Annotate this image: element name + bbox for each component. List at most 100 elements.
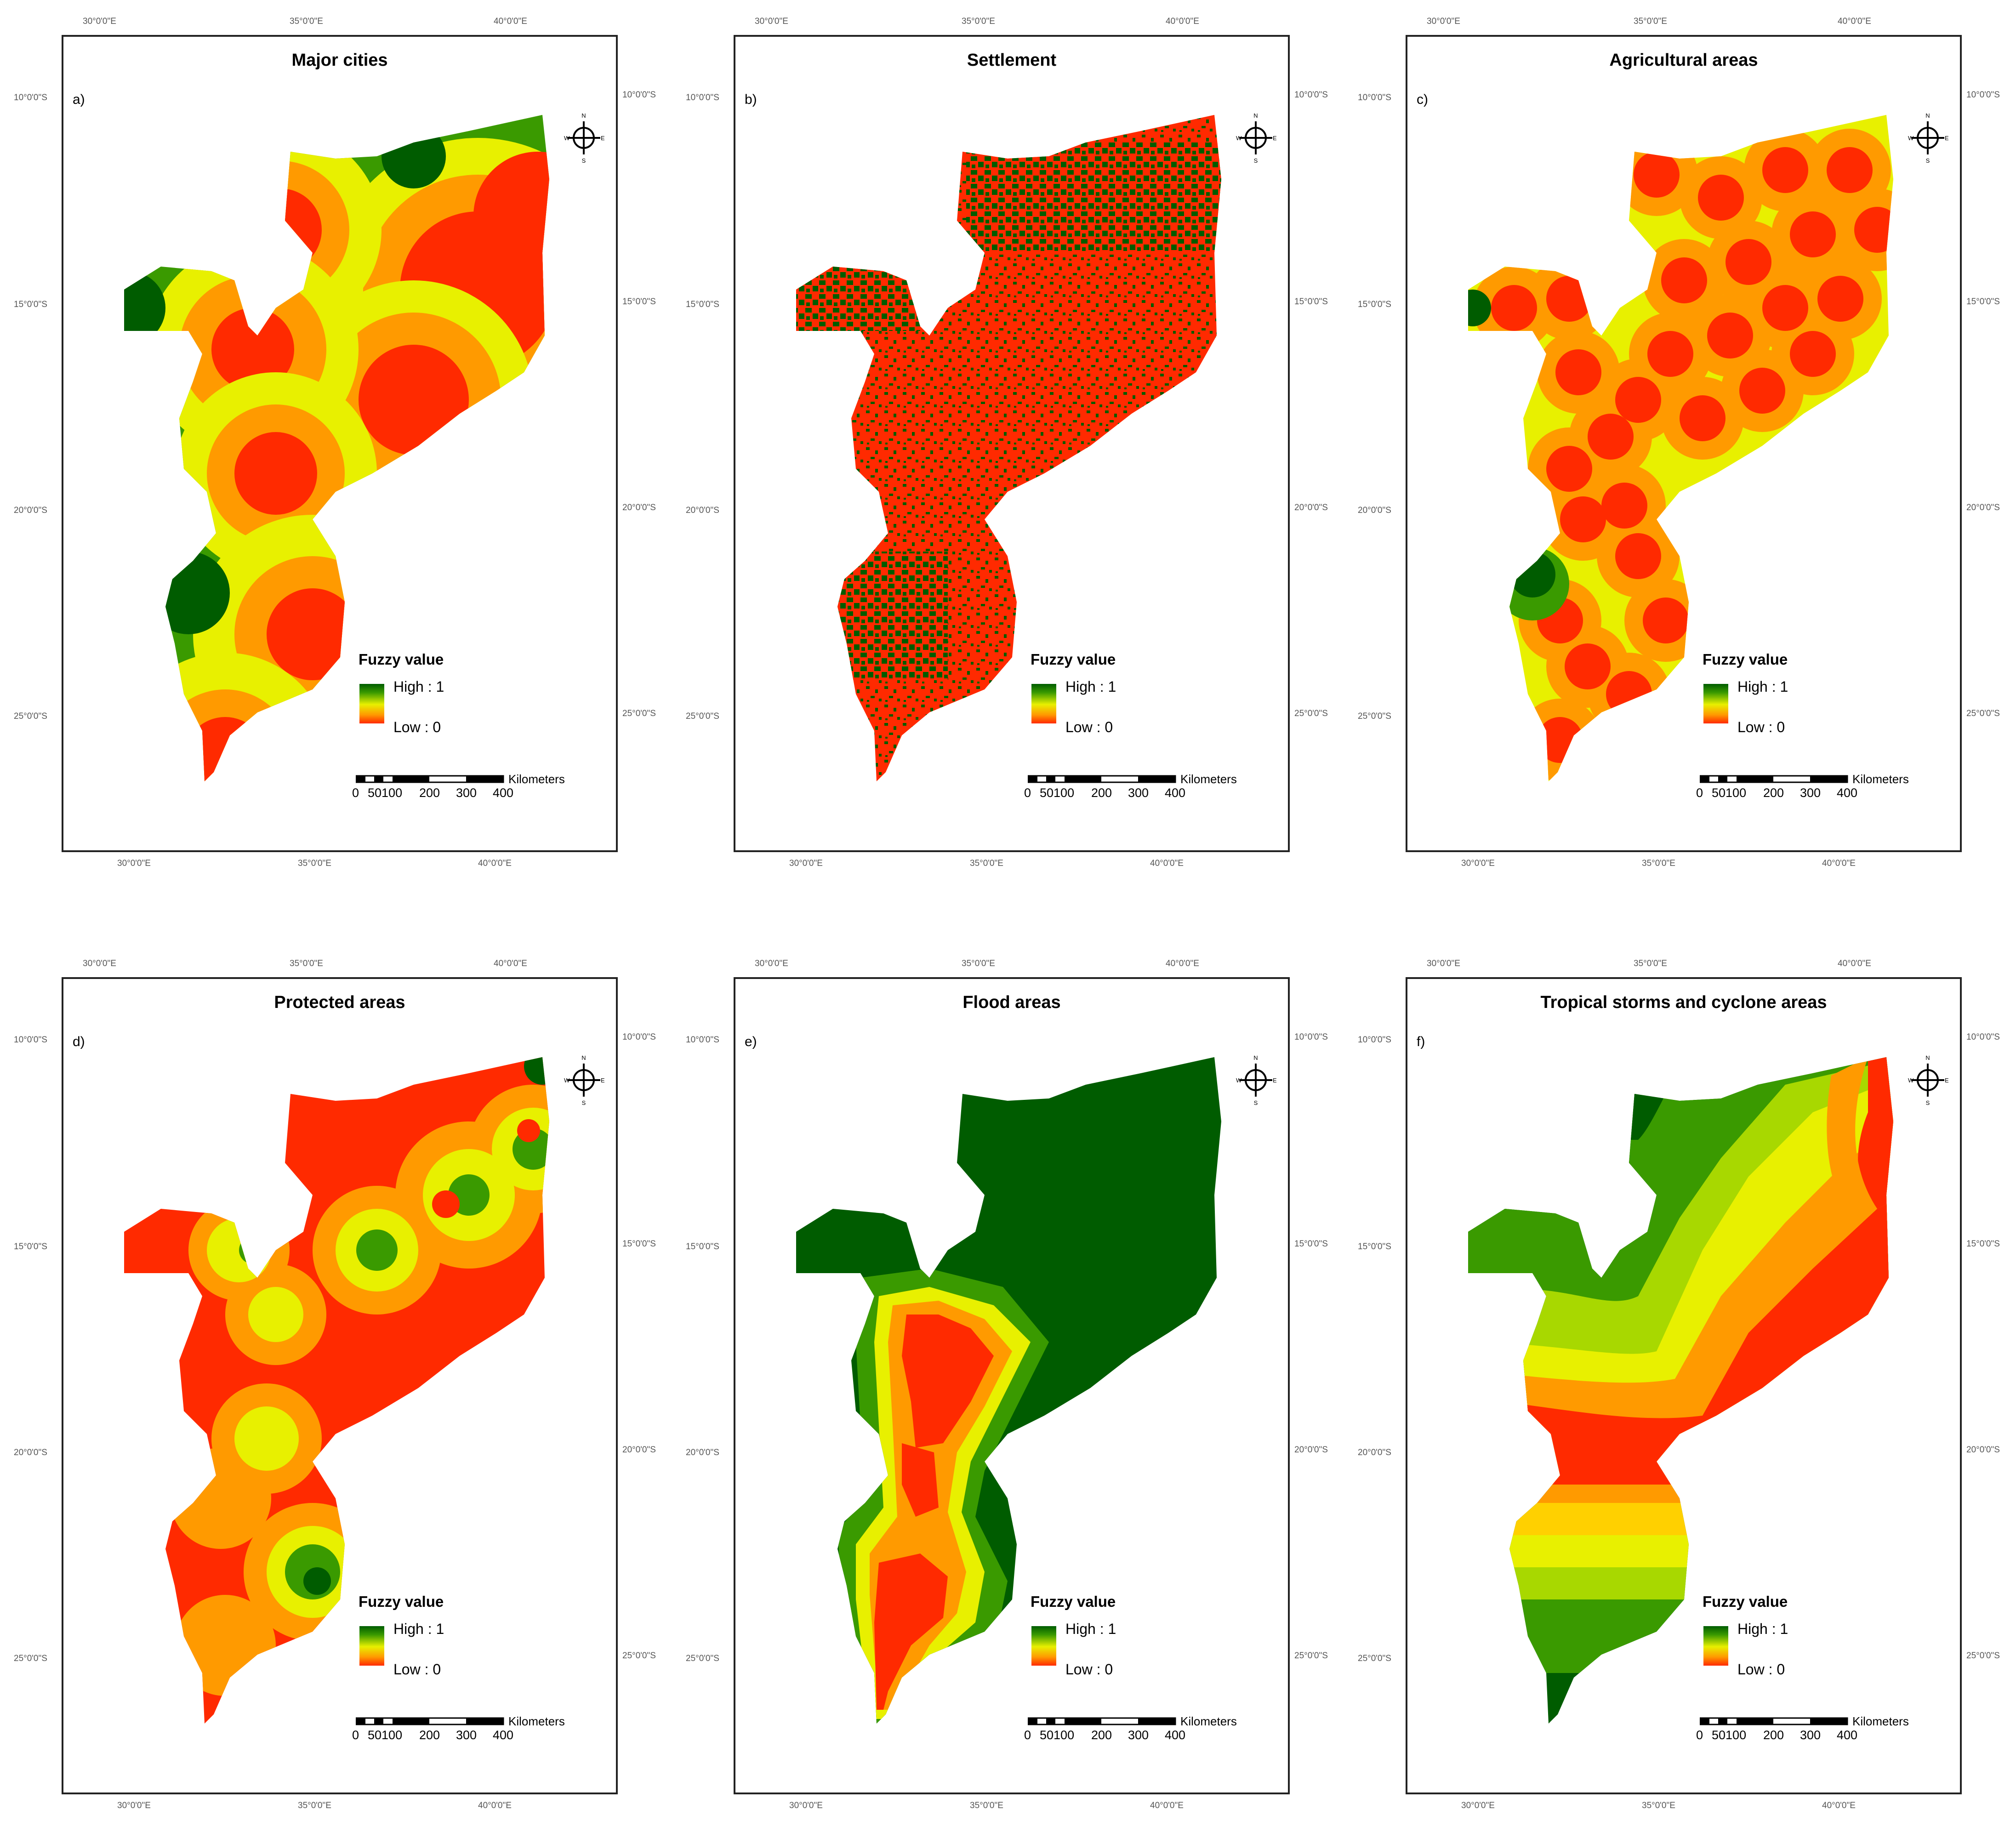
map-panel-b: 30°0'0"E 35°0'0"E 40°0'0"E 10°0'0"S 15°0… (672, 0, 1344, 873)
legend-title: Fuzzy value (1703, 651, 1788, 668)
legend-gradient (359, 1626, 384, 1666)
lon-top-30: 30°0'0"E (1427, 959, 1460, 968)
lat-left-10: 10°0'0"S (686, 93, 719, 102)
lat-right-25: 25°0'0"S (622, 709, 656, 718)
lon-top-35: 35°0'0"E (962, 17, 995, 26)
lat-left-15: 15°0'0"S (14, 1242, 47, 1252)
lon-bottom-35: 35°0'0"E (1642, 1801, 1675, 1810)
lon-bottom-35: 35°0'0"E (970, 1801, 1003, 1810)
compass-n: N (1925, 1054, 1930, 1061)
scale-tick: 400 (1837, 786, 1858, 800)
compass-e: E (1945, 135, 1948, 142)
lon-top-40: 40°0'0"E (1838, 959, 1871, 968)
scale-unit: Kilometers (1852, 772, 1909, 786)
scale-bar (1028, 1717, 1176, 1725)
scale-tick: 50100 (1040, 786, 1075, 800)
panel-letter: d) (73, 1034, 85, 1049)
lat-right-15: 15°0'0"S (1966, 1239, 2000, 1249)
lon-top-30: 30°0'0"E (1427, 17, 1460, 26)
lat-left-25: 25°0'0"S (686, 711, 719, 721)
scale-tick: 200 (419, 786, 440, 800)
scale-bar (356, 775, 504, 783)
scale-unit: Kilometers (1180, 1714, 1237, 1728)
compass-w: W (1236, 1077, 1242, 1084)
mozambique-map (796, 115, 1221, 781)
lat-right-10: 10°0'0"S (1294, 1032, 1328, 1042)
lat-left-10: 10°0'0"S (14, 93, 47, 102)
compass-e: E (601, 135, 604, 142)
legend-gradient (1703, 684, 1728, 723)
mozambique-map (1468, 115, 1893, 781)
lon-top-40: 40°0'0"E (494, 17, 527, 26)
lon-top-40: 40°0'0"E (1166, 959, 1199, 968)
mozambique-map (124, 1057, 549, 1724)
compass-w: W (1236, 135, 1242, 142)
compass-s: S (1926, 1099, 1930, 1106)
lat-right-20: 20°0'0"S (622, 503, 656, 512)
lat-right-10: 10°0'0"S (1294, 90, 1328, 100)
lat-left-10: 10°0'0"S (686, 1035, 719, 1045)
panel-title: Flood areas (962, 993, 1061, 1012)
legend-title: Fuzzy value (359, 1593, 444, 1610)
lon-top-30: 30°0'0"E (83, 17, 116, 26)
lat-left-25: 25°0'0"S (1358, 711, 1391, 721)
compass-s: S (582, 157, 586, 164)
scale-bar (1700, 775, 1848, 783)
lat-right-10: 10°0'0"S (622, 90, 656, 100)
panel-title: Tropical storms and cyclone areas (1540, 993, 1827, 1012)
scale-tick: 0 (1696, 1728, 1703, 1742)
lat-left-20: 20°0'0"S (686, 506, 719, 515)
compass-e: E (601, 1077, 604, 1084)
lat-right-15: 15°0'0"S (1294, 297, 1328, 307)
compass-w: W (564, 1077, 570, 1084)
lat-right-20: 20°0'0"S (1966, 503, 2000, 512)
legend-high: High : 1 (393, 1621, 444, 1637)
map-panel-a: 30°0'0"E 35°0'0"E 40°0'0"E 10°0'0"S 15°0… (0, 0, 672, 873)
lat-right-15: 15°0'0"S (622, 1239, 656, 1249)
lat-left-25: 25°0'0"S (14, 1654, 47, 1663)
lat-left-15: 15°0'0"S (686, 1242, 719, 1252)
scale-tick: 200 (1091, 1728, 1112, 1742)
lon-top-30: 30°0'0"E (755, 959, 788, 968)
lon-bottom-40: 40°0'0"E (478, 1801, 512, 1810)
lon-top-35: 35°0'0"E (290, 17, 323, 26)
lat-right-25: 25°0'0"S (1966, 1651, 2000, 1661)
compass-s: S (1254, 157, 1258, 164)
scale-unit: Kilometers (508, 1714, 565, 1728)
lon-top-30: 30°0'0"E (755, 17, 788, 26)
map-panel-f: 30°0'0"E 35°0'0"E 40°0'0"E 10°0'0"S 15°0… (1344, 942, 2016, 1815)
lat-right-15: 15°0'0"S (1294, 1239, 1328, 1249)
legend-title: Fuzzy value (1703, 1593, 1788, 1610)
panel-title: Settlement (967, 51, 1057, 70)
mozambique-map (796, 1057, 1221, 1724)
lon-bottom-30: 30°0'0"E (1461, 1801, 1495, 1810)
compass-n: N (1925, 112, 1930, 119)
lon-bottom-30: 30°0'0"E (1461, 859, 1495, 868)
lon-top-30: 30°0'0"E (83, 959, 116, 968)
compass-n: N (581, 1054, 586, 1061)
lat-right-20: 20°0'0"S (1294, 503, 1328, 512)
lat-right-25: 25°0'0"S (1966, 709, 2000, 718)
lon-bottom-30: 30°0'0"E (789, 1801, 823, 1810)
panel-letter: e) (745, 1034, 757, 1049)
panel-title: Agricultural areas (1609, 51, 1758, 70)
lon-bottom-35: 35°0'0"E (298, 1801, 331, 1810)
compass-icon: N S W E (1236, 112, 1276, 164)
legend-low: Low : 0 (1065, 719, 1113, 735)
lon-bottom-40: 40°0'0"E (1822, 859, 1856, 868)
scale-bar (1028, 775, 1176, 783)
scale-tick: 200 (419, 1728, 440, 1742)
lon-bottom-40: 40°0'0"E (1150, 859, 1184, 868)
compass-n: N (1253, 112, 1258, 119)
lat-left-20: 20°0'0"S (14, 506, 47, 515)
lon-bottom-30: 30°0'0"E (789, 859, 823, 868)
panel-letter: f) (1417, 1034, 1425, 1049)
panel-letter: c) (1417, 92, 1428, 107)
compass-w: W (564, 135, 570, 142)
compass-icon: N S W E (1908, 1054, 1948, 1106)
lon-bottom-35: 35°0'0"E (1642, 859, 1675, 868)
compass-e: E (1273, 135, 1276, 142)
scale-tick: 50100 (1712, 786, 1747, 800)
scale-tick: 200 (1091, 786, 1112, 800)
scale-tick: 0 (1696, 786, 1703, 800)
